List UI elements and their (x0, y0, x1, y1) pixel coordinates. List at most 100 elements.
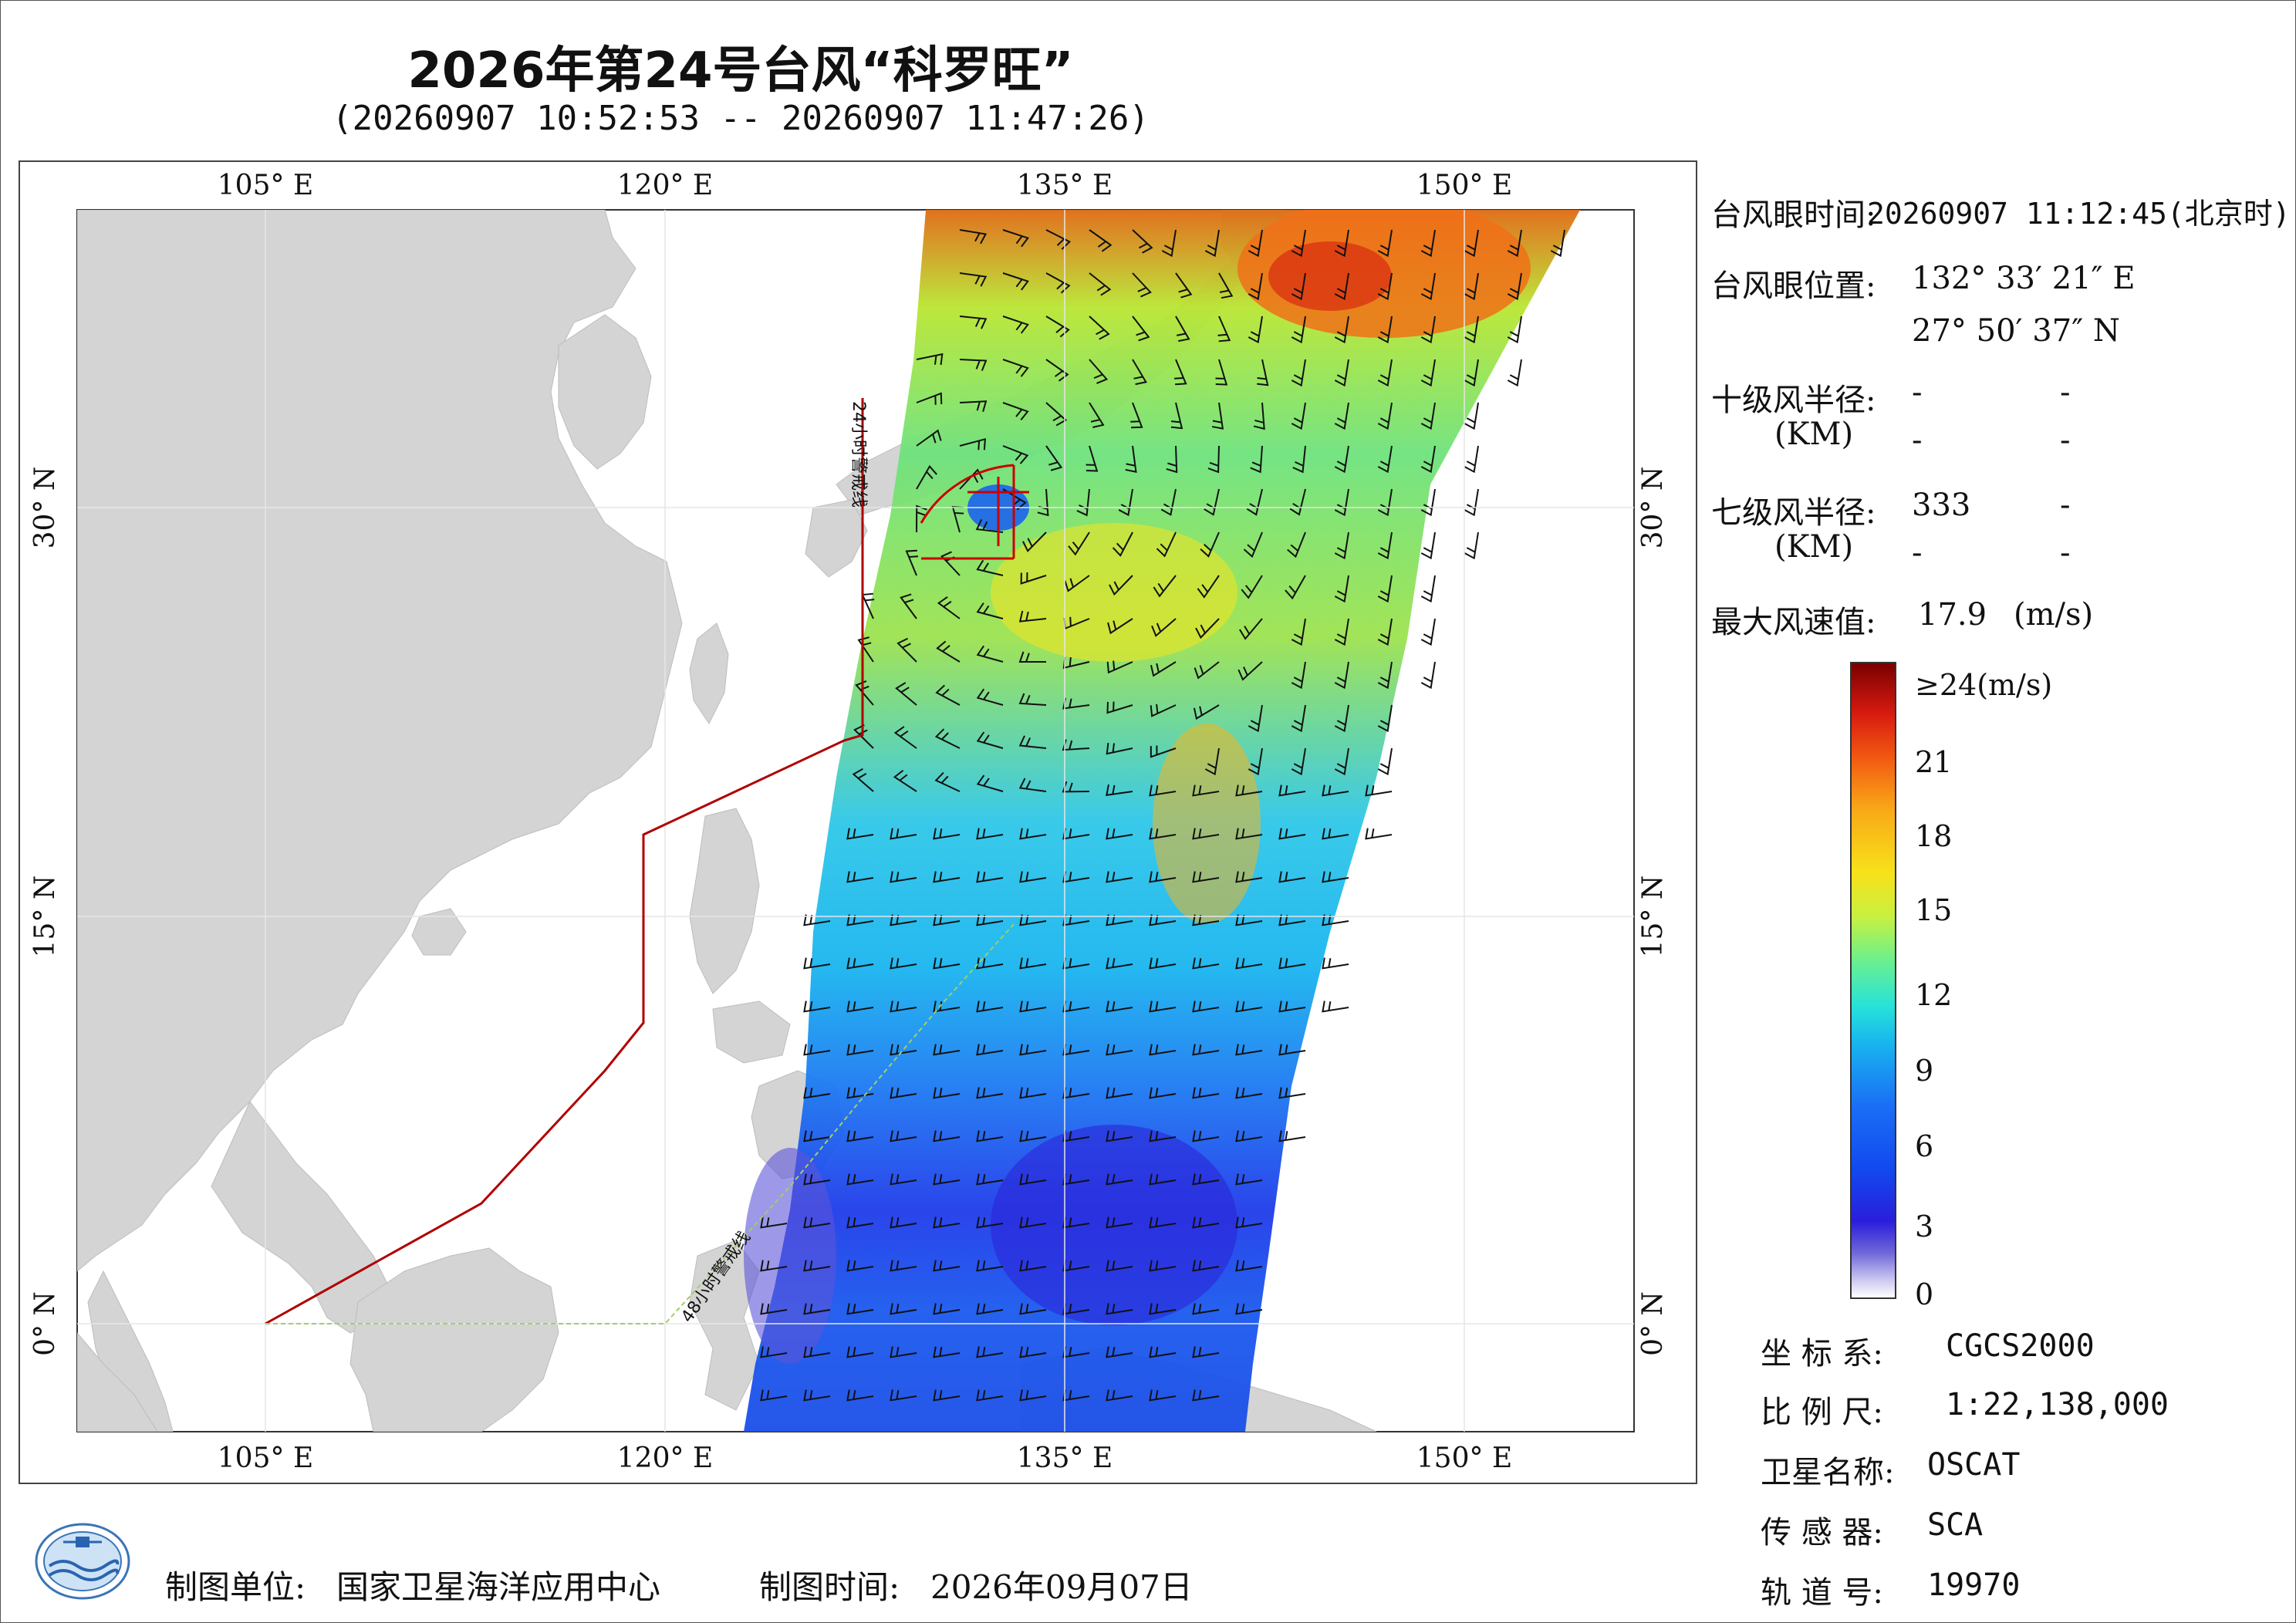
wind-barb (1132, 229, 1153, 254)
wind-barb (890, 1346, 917, 1358)
legend-label-15: 15 (1915, 893, 1953, 927)
wind-barb (933, 1130, 961, 1142)
korea (558, 314, 652, 470)
wind-barb (1420, 531, 1436, 560)
wind-barb (895, 682, 917, 706)
wind-barb (916, 504, 927, 533)
wind-barb (760, 1216, 788, 1229)
wind-barb (933, 1173, 961, 1186)
lon-tick-top-120: 120° E (617, 170, 713, 201)
wind-barb (976, 828, 1004, 840)
wind-barb (1218, 272, 1234, 299)
wind-barb (1192, 828, 1220, 840)
wind-barb (1278, 785, 1306, 797)
wind-barb (1377, 531, 1393, 560)
legend-label-18: 18 (1915, 819, 1953, 853)
wind-barb (1278, 1044, 1306, 1056)
wind-barb (1020, 572, 1047, 585)
wind-barb (1106, 1346, 1133, 1358)
wind-barbs (760, 229, 1565, 1402)
wind-barb (1192, 1260, 1220, 1272)
wind-barb (976, 1173, 1004, 1186)
wind-barb (1018, 778, 1047, 792)
wind-barb (1248, 272, 1263, 301)
wind-barb (1278, 828, 1306, 840)
wind-barb (976, 1087, 1004, 1099)
wind-barb (1278, 957, 1306, 970)
wind-barb (1420, 229, 1436, 258)
wind-barb (1377, 661, 1393, 690)
wind-barb (1257, 359, 1269, 386)
wind-barb (933, 1216, 961, 1229)
wind-barb (1045, 315, 1070, 338)
wind-barb (1019, 1346, 1047, 1358)
wind-barb (1192, 1346, 1220, 1358)
hainan (411, 908, 467, 956)
wind-barb (1192, 785, 1220, 797)
wind-barb (1045, 359, 1069, 382)
wind-barb (846, 828, 874, 840)
wind-barb (1235, 1130, 1263, 1142)
wind-barb (1200, 531, 1220, 558)
wind-barb (1149, 828, 1177, 840)
wind-barb (1334, 359, 1349, 387)
wind-barb (803, 1346, 831, 1358)
wind-barb (1420, 315, 1436, 344)
wind-barb (803, 1216, 831, 1229)
lon-tick-bottom-135: 135° E (1017, 1442, 1113, 1474)
wind-barb (1019, 1000, 1047, 1013)
wind-barb (1151, 618, 1177, 637)
wind-barb (890, 1173, 917, 1186)
wind-barb (916, 429, 942, 447)
date-label: 制图时间: (759, 1568, 900, 1606)
wind-barb (846, 1000, 874, 1013)
map-title: 2026年第24号台风“科罗旺” (407, 42, 1074, 100)
wind-barb (976, 871, 1004, 883)
wind-barb (959, 272, 988, 287)
wind-barb (1106, 1044, 1133, 1056)
wind-barb (976, 688, 1004, 706)
wind-barb (976, 559, 1004, 576)
wind-barb (916, 392, 943, 405)
wind-barb (1106, 828, 1133, 840)
wind-barb (933, 1087, 961, 1099)
wind-barb (1377, 272, 1393, 301)
wind-barb (1089, 315, 1110, 340)
wind-barb (1285, 575, 1306, 600)
wind-barb (1197, 575, 1220, 599)
wind-barb (1334, 272, 1349, 301)
date-value: 2026年09月07日 (930, 1568, 1193, 1606)
r10-value-1: - (1912, 375, 1923, 410)
wind-barb (933, 1260, 961, 1272)
legend-label-21: 21 (1915, 745, 1953, 779)
max-wind-value: 17.9 (1918, 597, 1987, 633)
wind-barb (934, 728, 961, 749)
legend-label-24: ≥24(m/s) (1915, 668, 2053, 702)
wind-barb (1322, 785, 1349, 797)
sensor-label: 传 感 器: (1761, 1515, 1883, 1550)
wind-barb (1106, 1000, 1133, 1013)
wind-barb (1089, 229, 1113, 252)
wind-barb (1322, 957, 1349, 970)
wind-barb (1291, 661, 1306, 690)
wind-barb (959, 400, 988, 412)
max-wind-label: 最大风速值: (1711, 605, 1876, 640)
wind-barb (1149, 1216, 1177, 1229)
lon-tick-top-150: 150° E (1416, 170, 1512, 201)
wind-barb (1149, 1173, 1177, 1186)
wind-barb (893, 726, 917, 749)
wind-barb (1235, 1087, 1263, 1099)
wind-map[interactable]: 24小时警戒线 48小时警戒线 105° E 120° E 135° E 150… (19, 160, 1697, 1484)
calm-zone-sw (744, 1148, 836, 1364)
wind-barb (760, 1303, 788, 1315)
eye-lat: 27° 50′ 37″ N (1912, 313, 2120, 349)
lon-tick-bottom-120: 120° E (617, 1442, 713, 1474)
eye-lon: 132° 33′ 21″ E (1912, 261, 2136, 296)
wind-barb (933, 828, 961, 840)
wind-barb (1018, 735, 1047, 749)
wind-barb (890, 1389, 917, 1402)
wind-barb (1089, 402, 1105, 429)
wind-barb (933, 1389, 961, 1402)
wind-barb (1250, 445, 1263, 474)
wind-barb (976, 1346, 1004, 1358)
